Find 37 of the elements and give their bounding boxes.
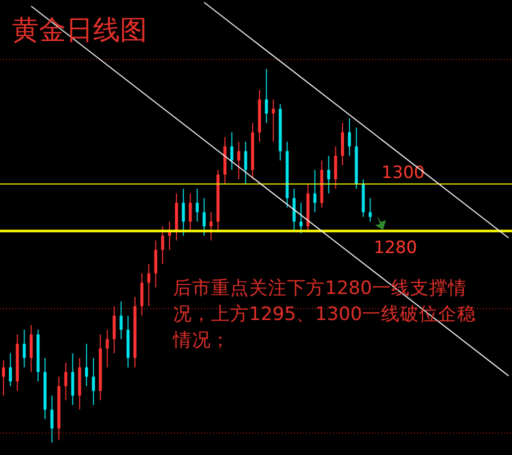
- candlestick: [30, 324, 33, 373]
- candlestick: [182, 188, 185, 236]
- candlestick: [188, 192, 192, 232]
- candlestick: [210, 212, 213, 241]
- candlestick: [202, 198, 206, 236]
- candlestick: [341, 122, 344, 166]
- candlestick: [120, 301, 123, 340]
- candlestick: [272, 98, 275, 142]
- candlestick: [112, 306, 116, 354]
- candlestick: [22, 329, 26, 368]
- candlestick: [85, 343, 88, 387]
- candlestick: [50, 395, 54, 444]
- candlestick: [196, 188, 199, 222]
- candlestick: [300, 202, 303, 234]
- candlestick: [237, 141, 240, 180]
- candlestick: [8, 352, 12, 387]
- ref-line-label: 1280: [374, 238, 418, 258]
- candlestick: [244, 141, 248, 185]
- candlestick: [106, 329, 109, 368]
- candlestick: [348, 118, 351, 156]
- candlestick: [2, 360, 5, 396]
- candlestick: [327, 155, 330, 194]
- candlestick: [264, 68, 268, 124]
- candlestick: [368, 198, 372, 222]
- candlestick: [64, 362, 68, 401]
- candlestick: [334, 146, 338, 190]
- candlestick: [140, 272, 144, 316]
- candlestick: [154, 240, 158, 288]
- candlestick: [161, 226, 164, 264]
- candlestick: [147, 263, 150, 307]
- candlestick: [292, 188, 296, 232]
- candlestick: [92, 357, 95, 406]
- candlestick: [313, 169, 316, 213]
- candlestick: [230, 132, 234, 170]
- ref-line-label: 1300: [381, 163, 425, 184]
- text: 黄金日线图: [12, 14, 147, 48]
- candlestick: [71, 352, 74, 406]
